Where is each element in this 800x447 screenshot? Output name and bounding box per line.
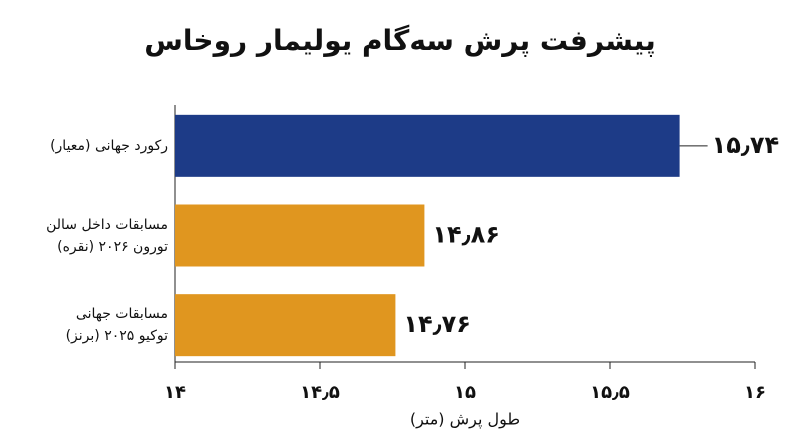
x-tick-label: ۱۶: [744, 382, 766, 403]
value-label: ۱۵٫۷۴: [712, 131, 780, 159]
bar: [175, 114, 680, 177]
bar: [175, 204, 425, 267]
x-tick-label: ۱۴٫۵: [300, 382, 340, 403]
value-label: ۱۴٫۸۶: [432, 221, 500, 249]
x-tick-label: ۱۵٫۵: [590, 382, 630, 403]
bar: [175, 294, 396, 357]
x-axis-label: طول پرش (متر): [410, 410, 520, 430]
chart-title: پیشرفت پرش سه‌گام یولیمار روخاس: [144, 24, 656, 57]
y-tick-label: رکورد جهانی (معیار): [50, 137, 168, 154]
y-tick-label: مسابقات داخل سالن تورون ۲۰۲۶ (نقره): [46, 216, 168, 255]
x-tick-label: ۱۵: [454, 382, 476, 403]
x-tick-label: ۱۴: [164, 382, 186, 403]
y-tick-label: مسابقات جهانی توکیو ۲۰۲۵ (برنز): [65, 306, 168, 345]
value-label: ۱۴٫۷۶: [403, 310, 471, 338]
